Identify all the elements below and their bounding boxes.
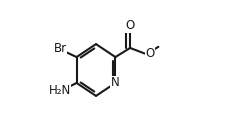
Text: Br: Br — [54, 42, 67, 55]
Text: O: O — [145, 47, 155, 60]
Text: O: O — [125, 19, 135, 32]
Text: H₂N: H₂N — [48, 84, 71, 97]
Text: N: N — [111, 76, 120, 89]
